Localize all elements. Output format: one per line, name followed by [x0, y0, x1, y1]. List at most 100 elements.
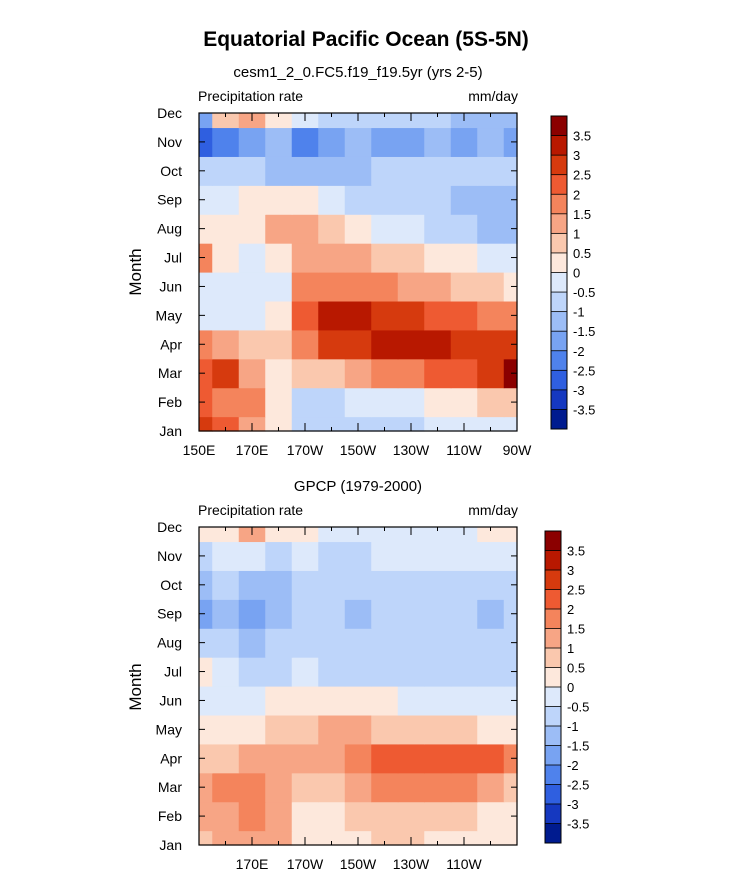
- heatmap-cell: [503, 714, 518, 745]
- heatmap-cell: [424, 214, 452, 244]
- heatmap-cell: [344, 156, 372, 186]
- heatmap-cell: [291, 300, 319, 331]
- heatmap-cell: [503, 743, 518, 774]
- heatmap-cell: [424, 156, 452, 186]
- heatmap-cell: [503, 387, 518, 418]
- heatmap-cell: [371, 599, 399, 629]
- heatmap-cell: [238, 801, 266, 832]
- y-tick-label: Oct: [160, 577, 182, 593]
- heatmap-cell: [344, 329, 372, 360]
- heatmap-cell: [477, 127, 505, 157]
- colorbar-level-label: 3: [567, 563, 574, 578]
- heatmap-cell: [238, 329, 266, 360]
- colorbar-swatch: [545, 706, 561, 727]
- panel-gpcp: GPCP (1979-2000) Precipitation rate mm/d…: [126, 478, 518, 872]
- heatmap-cell: [344, 743, 372, 774]
- heatmap-cell: [344, 387, 372, 418]
- colorbar-swatch: [545, 726, 561, 746]
- heatmap-cell: [318, 243, 346, 273]
- colorbar-swatch: [551, 272, 567, 293]
- heatmap-cell: [371, 387, 399, 418]
- colorbar-swatch: [551, 252, 567, 273]
- heatmap-cell: [450, 628, 478, 658]
- heatmap-cell: [503, 628, 518, 658]
- heatmap-cell: [238, 628, 266, 658]
- heatmap-cell: [291, 801, 319, 832]
- heatmap-cell: [318, 272, 346, 302]
- heatmap-cell: [199, 743, 213, 774]
- heatmap-cell: [371, 272, 399, 302]
- x-tick-label: 90W: [503, 442, 533, 458]
- heatmap-cell: [450, 657, 478, 687]
- colorbar-level-label: -1.5: [567, 739, 589, 754]
- colorbar-level-label: 2.5: [573, 168, 591, 183]
- heatmap-cell: [450, 743, 478, 774]
- heatmap-cell: [424, 113, 452, 129]
- heatmap-cell: [265, 329, 293, 360]
- colorbar-swatch: [545, 687, 561, 707]
- y-tick-label: Sep: [157, 192, 182, 208]
- y-tick-label: Jun: [159, 278, 182, 294]
- colorbar-frame: [544, 530, 562, 844]
- colorbar-swatch: [551, 155, 567, 176]
- heatmap-cell: [212, 599, 240, 629]
- colorbar-level-label: 3.5: [567, 544, 585, 559]
- heatmap-cell: [503, 156, 518, 186]
- heatmap-cell: [371, 214, 399, 244]
- heatmap-cell: [477, 743, 505, 774]
- panel1-x-ticks: 150E 170E 170W 150W 130W 110W 90W: [183, 113, 533, 458]
- heatmap-cell: [344, 801, 372, 832]
- heatmap-cell: [477, 416, 505, 432]
- heatmap-cell: [397, 214, 425, 244]
- colorbar-level-label: -2.5: [573, 363, 595, 378]
- colorbar-level-label: -2: [567, 758, 579, 773]
- heatmap-cell: [344, 127, 372, 157]
- heatmap-cell: [265, 214, 293, 244]
- heatmap-cell: [503, 214, 518, 244]
- heatmap-cell: [212, 358, 240, 389]
- heatmap-cell: [291, 214, 319, 244]
- heatmap-cell: [450, 272, 478, 302]
- heatmap-cell: [450, 686, 478, 716]
- heatmap-cell: [503, 541, 518, 571]
- heatmap-cell: [371, 127, 399, 157]
- heatmap-cell: [344, 358, 372, 389]
- heatmap-cell: [477, 801, 505, 832]
- heatmap-cell: [291, 329, 319, 360]
- heatmap-cell: [265, 541, 293, 571]
- heatmap-cell: [371, 113, 399, 129]
- heatmap-cell: [424, 541, 452, 571]
- heatmap-cell: [450, 300, 478, 331]
- heatmap-cell: [212, 272, 240, 302]
- heatmap-cell: [212, 185, 240, 215]
- y-tick-label: Nov: [157, 548, 182, 564]
- heatmap-cell: [238, 541, 266, 571]
- heatmap-cell: [397, 127, 425, 157]
- heatmap-cell: [424, 243, 452, 273]
- heatmap-cell: [199, 127, 213, 157]
- heatmap-cell: [397, 772, 425, 803]
- panel2-x-ticks: 170E 170W 150W 130W 110W: [198, 527, 518, 872]
- heatmap-cell: [318, 387, 346, 418]
- heatmap-cell: [238, 214, 266, 244]
- heatmap-cell: [238, 686, 266, 716]
- heatmap-cell: [450, 156, 478, 186]
- heatmap-cell: [291, 127, 319, 157]
- panel2-subtitle: GPCP (1979-2000): [294, 478, 422, 495]
- heatmap-cell: [318, 657, 346, 687]
- heatmap-cell: [212, 156, 240, 186]
- heatmap-cell: [424, 300, 452, 331]
- y-tick-label: Dec: [157, 519, 182, 535]
- colorbar-level-label: -1: [573, 305, 585, 320]
- colorbar-level-label: 1: [567, 641, 574, 656]
- heatmap-cell: [344, 541, 372, 571]
- heatmap-cell: [424, 387, 452, 418]
- heatmap-cell: [503, 830, 518, 846]
- heatmap-cell: [477, 772, 505, 803]
- heatmap-cell: [265, 801, 293, 832]
- colorbar-level-label: 0.5: [567, 661, 585, 676]
- colorbar-level-label: 3.5: [573, 129, 591, 144]
- heatmap-cell: [291, 570, 319, 600]
- x-tick-label: 150W: [340, 442, 377, 458]
- heatmap-cell: [424, 416, 452, 432]
